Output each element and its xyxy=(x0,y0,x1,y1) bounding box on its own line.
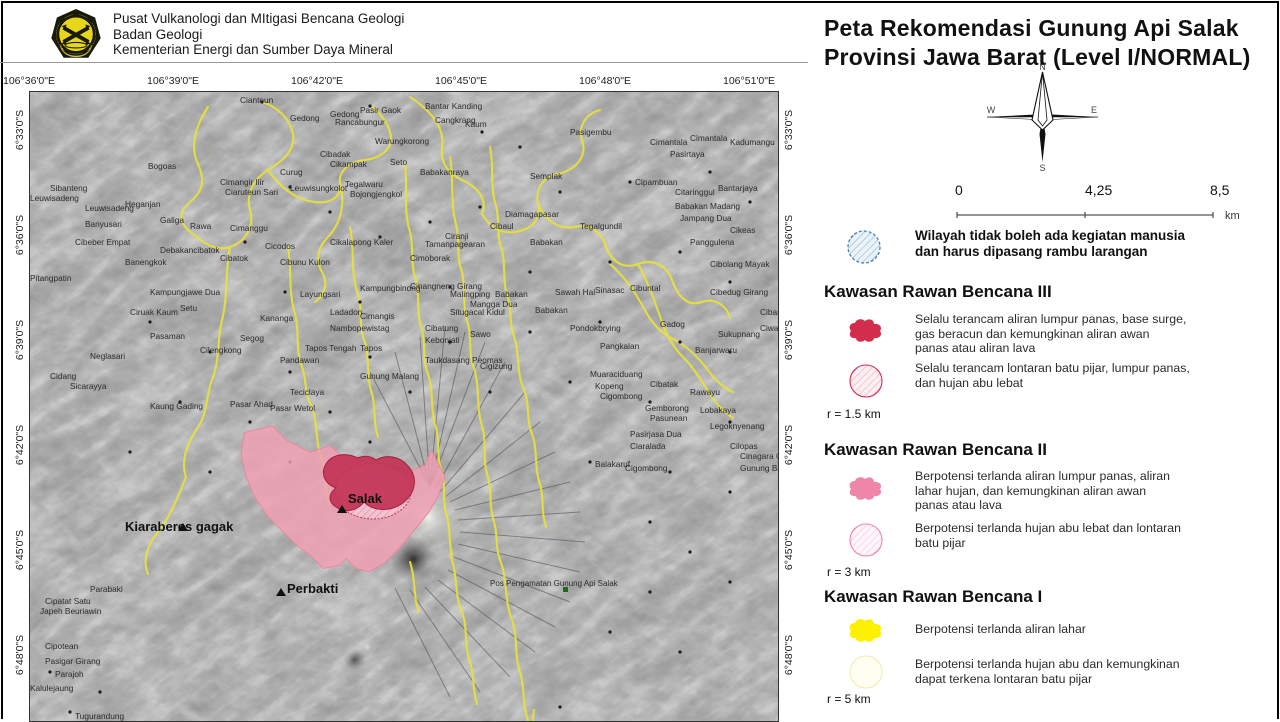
svg-text:S: S xyxy=(1039,163,1045,172)
svg-text:W: W xyxy=(987,105,996,115)
svg-text:km: km xyxy=(1225,210,1240,222)
svg-text:N: N xyxy=(1039,62,1046,72)
svg-text:E: E xyxy=(1091,105,1097,115)
